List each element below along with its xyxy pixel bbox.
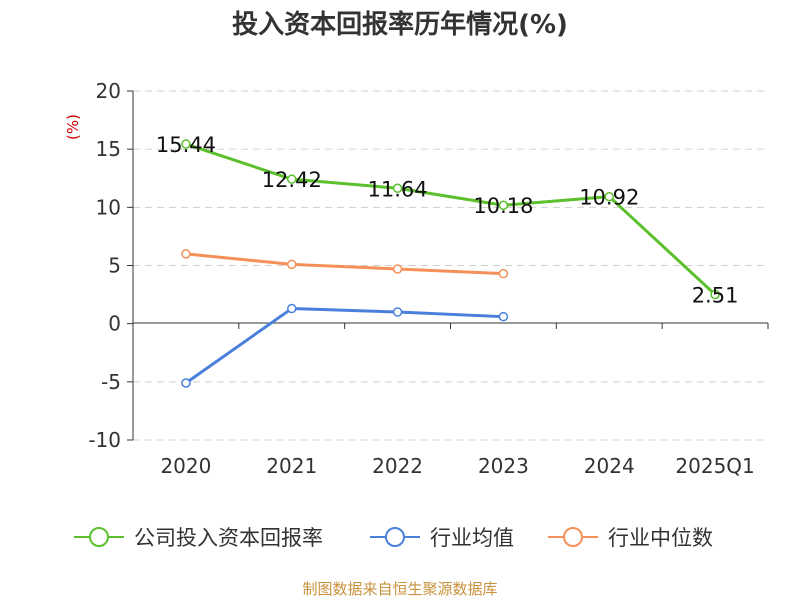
y-axis-unit: (%) — [64, 114, 82, 140]
y-tick-label: 20 — [96, 79, 121, 103]
legend-label: 行业中位数 — [608, 526, 713, 550]
legend-label: 公司投入资本回报率 — [134, 526, 323, 550]
y-tick-label: 10 — [96, 195, 121, 219]
data-labels: 15.44 12.42 11.64 10.18 10.92 2.51 — [156, 133, 739, 307]
x-tick-label: 2023 — [478, 454, 529, 478]
y-tick-label: 15 — [96, 137, 121, 161]
series-line — [185, 307, 504, 385]
legend-marker — [563, 527, 583, 547]
data-label: 12.42 — [262, 168, 322, 192]
data-point — [287, 259, 297, 270]
data-point — [710, 289, 720, 300]
data-point — [498, 311, 509, 322]
data-label: 10.18 — [473, 194, 533, 218]
data-point — [287, 174, 297, 184]
data-point — [181, 249, 191, 259]
x-tick-label: 2022 — [372, 454, 423, 478]
data-point — [181, 139, 191, 149]
series-group — [181, 139, 720, 388]
data-point — [392, 264, 403, 274]
legend-marker — [89, 527, 109, 547]
legend-label: 行业均值 — [430, 526, 514, 550]
data-label: 11.64 — [368, 177, 428, 201]
y-tick-label: 0 — [108, 312, 121, 336]
data-point — [287, 303, 297, 314]
y-tick-label: 5 — [108, 254, 121, 278]
data-point — [392, 183, 403, 194]
data-label: 15.44 — [156, 133, 216, 157]
chart-title: 投入资本回报率历年情况(%) — [232, 9, 568, 40]
data-point — [498, 268, 509, 279]
x-tick-label: 2020 — [160, 454, 211, 478]
legend: 公司投入资本回报率 行业均值 行业中位数 — [74, 526, 713, 550]
y-tick-label: -5 — [101, 370, 121, 394]
data-point — [392, 307, 403, 317]
data-label: 2.51 — [692, 283, 739, 307]
grid — [133, 90, 768, 441]
data-label: 10.92 — [579, 186, 639, 210]
x-tick-label: 2024 — [584, 454, 635, 478]
series-line — [185, 252, 504, 276]
x-tick-label: 2021 — [266, 454, 317, 478]
x-tick-label: 2025Q1 — [675, 454, 754, 478]
source-note: 制图数据来自恒生聚源数据库 — [302, 580, 497, 598]
y-tick-label: -10 — [88, 428, 121, 452]
legend-marker — [385, 527, 405, 547]
data-point — [498, 200, 509, 210]
data-point — [604, 191, 614, 202]
series-line — [185, 142, 717, 296]
data-point — [181, 378, 191, 388]
